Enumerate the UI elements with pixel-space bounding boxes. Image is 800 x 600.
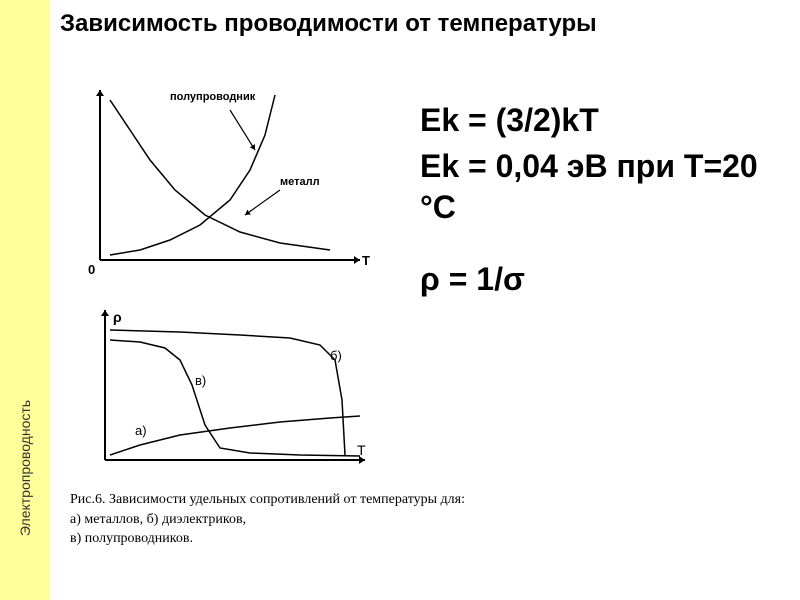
svg-text:в): в) — [195, 373, 206, 388]
formula-kinetic-energy: Ek = (3/2)kT — [420, 100, 780, 142]
caption-line3: в) полупроводников. — [70, 529, 570, 549]
caption-line2: а) металлов, б) диэлектриков, — [70, 510, 570, 530]
formula-block: Ek = (3/2)kT Ek = 0,04 эВ при T=20 °C ρ … — [420, 100, 780, 304]
svg-text:б): б) — [330, 348, 342, 363]
chart1-svg: 0 Tполупроводник металл — [80, 80, 380, 280]
sidebar-band: Электропроводность — [0, 0, 50, 600]
chart2-svg: ρTа)б)в) — [80, 300, 380, 480]
sidebar-label: Электропроводность — [17, 388, 33, 548]
svg-text:T: T — [362, 253, 370, 268]
svg-text:0: 0 — [88, 262, 95, 277]
chart-resistivity-vs-temp: ρTа)б)в) — [80, 300, 380, 480]
figure-caption: Рис.6. Зависимости удельных сопротивлени… — [70, 490, 570, 549]
caption-line1: Рис.6. Зависимости удельных сопротивлени… — [70, 490, 570, 510]
svg-text:ρ: ρ — [113, 309, 122, 325]
svg-text:а): а) — [135, 423, 147, 438]
chart-conductivity-vs-temp: 0 Tполупроводник металл — [80, 80, 380, 280]
svg-text:металл: металл — [280, 176, 320, 188]
formula-rho-sigma: ρ = 1/σ — [420, 259, 780, 301]
svg-text:полупроводник: полупроводник — [170, 91, 256, 103]
formula-ek-value: Ek = 0,04 эВ при T=20 °C — [420, 146, 780, 229]
page-title: Зависимость проводимости от температуры — [60, 10, 760, 38]
